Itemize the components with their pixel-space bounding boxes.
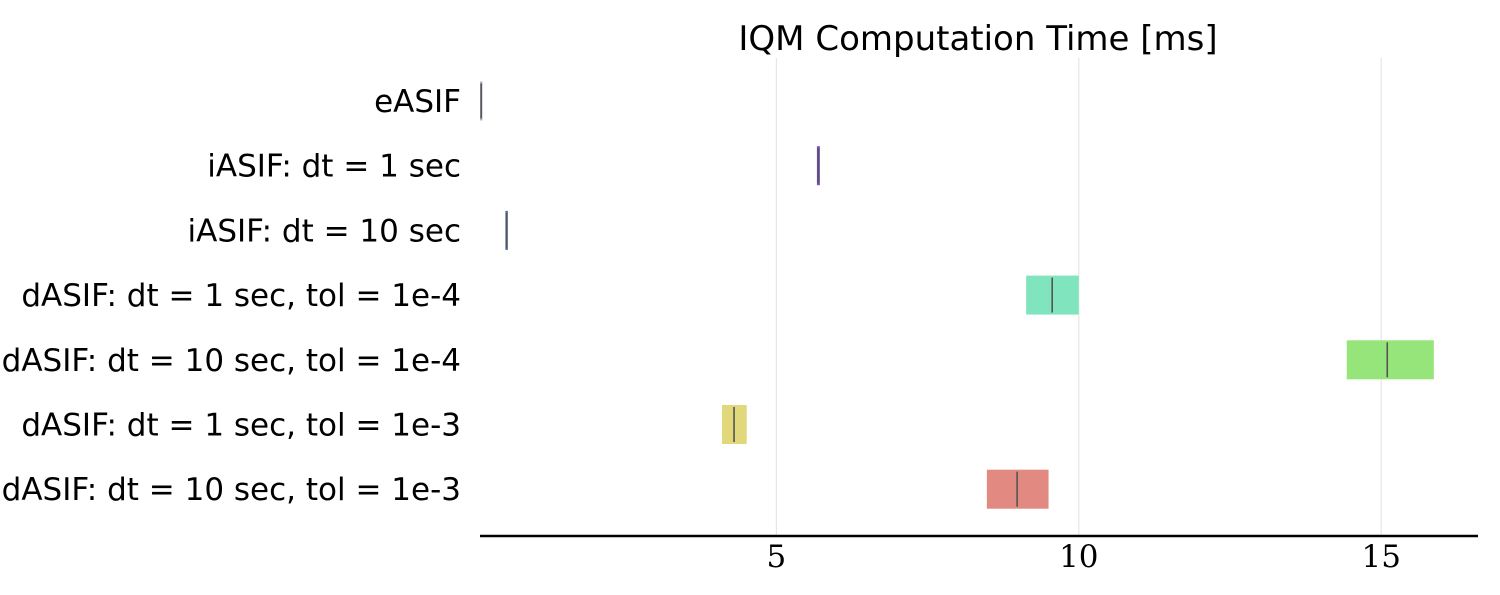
boxes [480,81,1434,509]
chart-title: IQM Computation Time [ms] [738,19,1217,59]
x-tick-label: 5 [767,539,787,575]
category-label: iASIF: dt = 1 sec [207,149,461,185]
category-label: iASIF: dt = 10 sec [188,213,461,249]
category-label: dASIF: dt = 10 sec, tol = 1e-4 [2,343,461,379]
medians [480,83,1389,507]
box [1346,340,1434,380]
x-tick-label: 10 [1059,539,1098,575]
category-label: dASIF: dt = 1 sec, tol = 1e-4 [21,278,461,314]
category-label: dASIF: dt = 1 sec, tol = 1e-3 [21,408,461,444]
category-label: eASIF [374,84,461,120]
x-tick-labels: 5 10 15 [767,539,1401,575]
category-labels: eASIF iASIF: dt = 1 sec iASIF: dt = 10 sec… [2,84,461,508]
x-tick-label: 15 [1361,539,1400,575]
category-label: dASIF: dt = 10 sec, tol = 1e-3 [2,472,461,508]
